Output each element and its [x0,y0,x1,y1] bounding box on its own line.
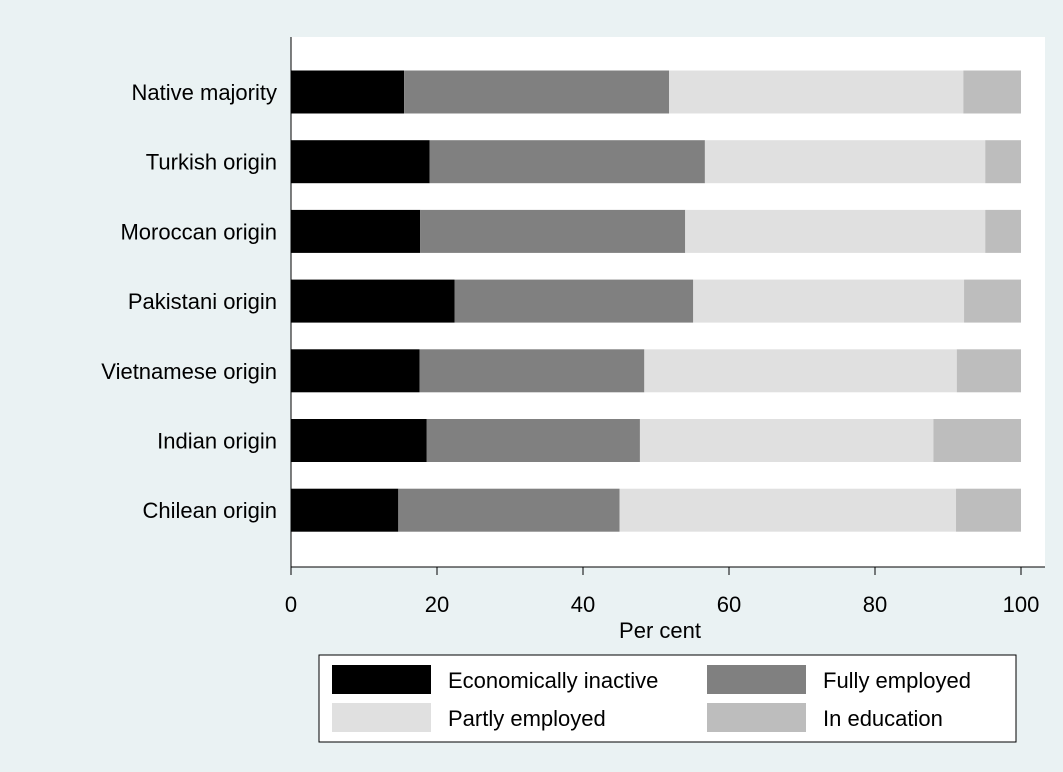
bar-native-majority-in-education [963,70,1021,114]
bar-chilean-origin-in-education [956,488,1021,532]
bar-native-majority-fully-employed [404,70,670,114]
legend-label-economically-inactive: Economically inactive [448,668,658,693]
bar-moroccan-origin-economically-inactive [291,209,421,253]
bar-indian-origin-fully-employed [426,419,640,462]
x-tick-label-0: 0 [285,592,297,617]
bar-indian-origin-in-education [933,419,1021,462]
bar-pakistani-origin-fully-employed [454,279,694,323]
bar-pakistani-origin-in-education [964,279,1021,323]
x-tick-label-40: 40 [571,592,595,617]
bar-vietnamese-origin-in-education [956,349,1021,393]
category-label-native-majority: Native majority [132,80,277,105]
x-ticks: 0 20 40 60 80 100 [285,567,1039,617]
category-label-pakistani-origin: Pakistani origin [128,289,277,314]
bar-vietnamese-origin-partly-employed [644,349,957,393]
bar-pakistani-origin-economically-inactive [291,279,455,323]
bar-chilean-origin-partly-employed [619,488,957,532]
bar-moroccan-origin-in-education [985,209,1021,253]
category-label-indian-origin: Indian origin [157,429,277,454]
legend-label-in-education: In education [823,706,943,731]
bar-turkish-origin-in-education [985,140,1021,184]
x-tick-label-100: 100 [1003,592,1040,617]
bar-turkish-origin-fully-employed [429,140,705,184]
legend-swatch-economically-inactive [332,665,431,694]
category-label-vietnamese-origin: Vietnamese origin [101,359,277,384]
bar-chilean-origin-fully-employed [398,488,620,532]
legend-box [318,654,1017,743]
category-label-chilean-origin: Chilean origin [142,498,277,523]
legend-swatch-in-education [707,703,806,732]
category-label-turkish-origin: Turkish origin [146,150,277,175]
x-tick-label-60: 60 [717,592,741,617]
bar-pakistani-origin-partly-employed [693,279,965,323]
bar-turkish-origin-economically-inactive [291,140,430,184]
bar-turkish-origin-partly-employed [704,140,986,184]
bar-indian-origin-economically-inactive [291,419,427,462]
x-tick-label-80: 80 [863,592,887,617]
legend: Economically inactive Fully employed Partl… [332,665,971,732]
legend-swatch-fully-employed [707,665,806,694]
legend-swatch-partly-employed [332,703,431,732]
x-tick-label-20: 20 [425,592,449,617]
x-axis-title: Per cent [619,618,701,643]
category-labels: Native majority Turkish origin Moroccan or… [101,80,277,523]
bar-moroccan-origin-partly-employed [685,209,986,253]
bar-native-majority-economically-inactive [291,70,405,114]
legend-label-partly-employed: Partly employed [448,706,606,731]
category-label-moroccan-origin: Moroccan origin [120,219,277,244]
bar-indian-origin-partly-employed [639,419,934,462]
bar-moroccan-origin-fully-employed [420,209,686,253]
bar-vietnamese-origin-economically-inactive [291,349,420,393]
legend-label-fully-employed: Fully employed [823,668,971,693]
bar-native-majority-partly-employed [669,70,964,114]
bars-group [291,70,1021,532]
bar-chilean-origin-economically-inactive [291,488,399,532]
bar-vietnamese-origin-fully-employed [419,349,645,393]
